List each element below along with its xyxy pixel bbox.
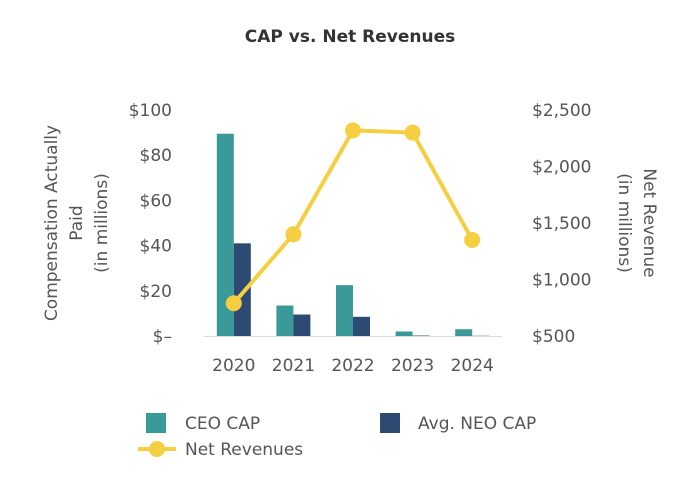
left-axis-label-line: (in millions)	[92, 173, 112, 273]
net-revenues-line	[232, 128, 474, 305]
legend-label-ceo-cap: CEO CAP	[185, 414, 260, 434]
net-revenues-point	[225, 295, 242, 312]
left-axis-tick-label: $60	[140, 191, 172, 211]
right-axis-tick-label: $500	[532, 327, 575, 347]
x-axis-tick-label: 2020	[212, 356, 255, 376]
x-axis-tick-label: 2021	[272, 356, 315, 376]
legend-label-avg-neo-cap: Avg. NEO CAP	[418, 414, 536, 434]
x-axis-tick-label: 2022	[331, 356, 374, 376]
legend-swatch-ceo-cap	[146, 413, 166, 433]
left-axis-tick-label: $–	[153, 327, 172, 347]
left-axis-tick-label: $80	[140, 146, 172, 166]
bar-ceo-cap	[336, 285, 353, 336]
bar-avg-neo-cap	[353, 316, 370, 336]
left-axis-label-line: Paid	[67, 205, 87, 240]
net-revenues-point	[464, 231, 481, 248]
legend-marker-net-revenues	[149, 441, 165, 457]
right-axis-label: Net Revenue(in millions)	[614, 168, 659, 277]
bar-ceo-cap	[276, 305, 294, 336]
bar-ceo-cap	[395, 331, 413, 336]
right-axis-tick-label: $2,500	[532, 101, 591, 121]
plot-area: $– $20 $40 $60 $80 $100 $500 $1,000 $1,500 $2,000…	[129, 101, 592, 376]
left-axis-tick-label: $100	[129, 101, 172, 121]
left-axis-label: Compensation Actually Paid (in millions)	[42, 125, 112, 321]
net-revenues-point	[285, 226, 302, 243]
right-axis-label-line: Net Revenue	[639, 168, 659, 277]
chart-title: CAP vs. Net Revenues	[245, 27, 455, 47]
left-axis-tick-label: $20	[140, 282, 172, 302]
right-axis-tick-label: $1,000	[532, 271, 591, 291]
legend: CEO CAP Avg. NEO CAP Net Revenues	[138, 413, 536, 460]
right-axis-tick-label: $1,500	[532, 214, 591, 234]
left-axis-label-line: Compensation Actually	[42, 125, 62, 321]
legend-swatch-avg-neo-cap	[380, 413, 400, 433]
x-axis-tick-label: 2023	[391, 356, 434, 376]
x-axis-tick-label: 2024	[451, 356, 494, 376]
legend-label-net-revenues: Net Revenues	[185, 440, 303, 460]
bar-avg-neo-cap	[293, 314, 311, 336]
bar-ceo-cap	[216, 133, 234, 336]
bar-avg-neo-cap	[233, 243, 251, 336]
net-revenues-point	[404, 124, 421, 141]
bar-ceo-cap	[455, 329, 473, 336]
net-revenues-point	[345, 122, 361, 139]
right-axis-label-line: (in millions)	[614, 173, 634, 273]
right-axis-tick-label: $2,000	[532, 158, 591, 178]
left-axis-tick-label: $40	[140, 237, 172, 257]
